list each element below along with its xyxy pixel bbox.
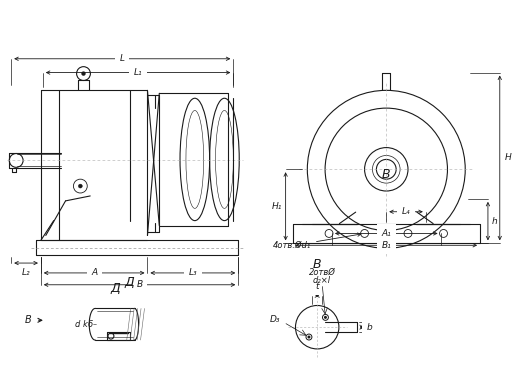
Text: H: H <box>505 154 511 162</box>
Text: A: A <box>91 268 97 277</box>
Text: d₂×l: d₂×l <box>313 276 331 285</box>
Text: A₁: A₁ <box>381 229 391 238</box>
Text: 2отвØ: 2отвØ <box>309 267 335 276</box>
Text: L₄: L₄ <box>402 207 410 216</box>
Text: В: В <box>382 168 391 181</box>
Text: L₃: L₃ <box>188 268 197 277</box>
Text: Д: Д <box>110 281 120 295</box>
Text: b: b <box>367 323 372 332</box>
Text: H₁: H₁ <box>271 202 282 211</box>
Circle shape <box>308 336 310 338</box>
Text: 4отв.Ød₁: 4отв.Ød₁ <box>273 233 361 250</box>
Text: B₁: B₁ <box>381 241 391 250</box>
Text: d k6: d k6 <box>75 320 93 329</box>
Text: B: B <box>137 280 143 289</box>
Text: L₂: L₂ <box>22 268 30 277</box>
Circle shape <box>82 72 85 75</box>
Text: L: L <box>120 54 125 63</box>
Circle shape <box>325 316 326 318</box>
Text: h: h <box>492 217 498 226</box>
Text: D₃: D₃ <box>270 315 281 324</box>
Text: L₁: L₁ <box>134 68 142 77</box>
Circle shape <box>78 184 82 188</box>
Text: t: t <box>315 282 319 291</box>
Text: В: В <box>25 315 32 325</box>
Text: Д: Д <box>125 276 135 289</box>
Text: В: В <box>313 258 322 271</box>
